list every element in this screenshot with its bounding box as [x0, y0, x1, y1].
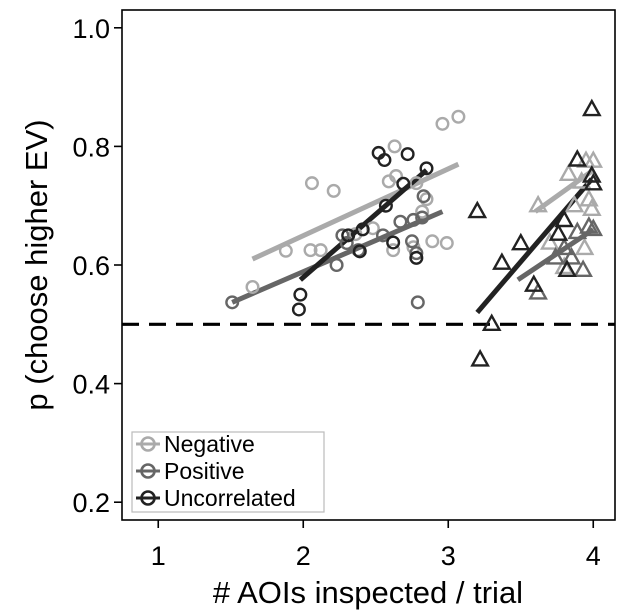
point-uncorrelated-circle-1 — [293, 287, 308, 302]
y-tick-label-3: 0.6 — [72, 251, 110, 281]
point-uncorrelated-triangle-6 — [523, 274, 544, 292]
point-uncorrelated-circle-7 — [377, 153, 392, 168]
point-positive-circle-7 — [405, 234, 420, 249]
y-axis-label: p (choose higher EV) — [19, 119, 54, 410]
legend-label-uncorrelated: Uncorrelated — [164, 485, 296, 511]
point-uncorrelated-circle-13 — [419, 161, 434, 176]
point-negative-triangle-11 — [581, 198, 602, 217]
point-positive-circle-11 — [406, 212, 421, 227]
point-negative-triangle-8 — [564, 194, 585, 213]
point-uncorrelated-circle-3 — [341, 228, 356, 243]
x-tick-label-4: 4 — [586, 541, 601, 571]
point-positive-circle-2 — [329, 258, 344, 273]
point-negative-circle-3 — [304, 176, 319, 191]
x-tick-label-3: 3 — [441, 541, 456, 571]
point-uncorrelated-triangle-7 — [548, 223, 569, 241]
point-uncorrelated-triangle-2 — [470, 348, 490, 367]
point-positive-circle-6 — [393, 214, 408, 229]
legend-item-negative: Negative — [136, 431, 255, 457]
point-positive-circle-13 — [335, 228, 350, 243]
point-positive-circle-5 — [376, 228, 391, 243]
point-uncorrelated-triangle-9 — [557, 259, 577, 277]
point-uncorrelated-circle-4 — [352, 244, 367, 259]
point-uncorrelated-triangle-12 — [581, 165, 602, 183]
legend-item-positive: Positive — [136, 458, 245, 484]
legend-marker-positive — [140, 463, 156, 479]
point-uncorrelated-triangle-3 — [481, 313, 502, 331]
legend-box — [131, 431, 325, 513]
point-uncorrelated-circle-10 — [396, 176, 411, 191]
ticks-layer: 1 2 3 4 0.2 0.4 0.6 0.8 1.0 — [72, 14, 600, 571]
point-uncorrelated-triangle-13 — [583, 172, 604, 191]
point-negative-circle-12 — [419, 192, 434, 207]
point-positive-triangle-3 — [554, 237, 575, 256]
point-uncorrelated-circle-11 — [400, 147, 415, 162]
point-negative-circle-1 — [245, 279, 260, 294]
y-tick-label-4: 0.8 — [72, 132, 110, 162]
points-layer — [225, 98, 604, 367]
point-negative-circle-5 — [303, 243, 318, 258]
point-positive-circle-12 — [416, 189, 431, 204]
fit-line-positive-1 — [231, 209, 444, 305]
point-positive-triangle-7 — [579, 216, 599, 234]
point-uncorrelated-circle-9 — [386, 235, 401, 250]
point-negative-circle-19 — [451, 109, 466, 124]
point-uncorrelated-circle-5 — [355, 222, 370, 237]
y-tick-label-1: 0.2 — [72, 488, 110, 518]
point-uncorrelated-circle-12 — [409, 250, 424, 265]
point-uncorrelated-triangle-1 — [467, 200, 488, 219]
point-negative-triangle-9 — [574, 237, 595, 256]
legend: Negative Positive Uncorrelated — [131, 431, 325, 513]
legend-label-negative: Negative — [164, 431, 255, 457]
point-negative-triangle-1 — [528, 194, 548, 213]
point-negative-circle-13 — [409, 176, 424, 191]
point-negative-circle-4 — [326, 183, 341, 198]
point-uncorrelated-circle-8 — [378, 198, 393, 213]
point-negative-circle-14 — [415, 204, 430, 219]
x-tick-label-1: 1 — [151, 541, 166, 571]
point-uncorrelated-triangle-5 — [510, 232, 531, 251]
point-uncorrelated-triangle-11 — [581, 98, 602, 117]
point-negative-circle-11 — [381, 174, 396, 189]
fit-line-negative-1 — [251, 161, 460, 262]
point-negative-circle-18 — [435, 116, 450, 131]
point-negative-circle-2 — [278, 243, 293, 258]
legend-item-uncorrelated: Uncorrelated — [136, 485, 296, 511]
point-uncorrelated-circle-2 — [291, 302, 306, 317]
point-negative-circle-16 — [425, 234, 440, 249]
point-uncorrelated-triangle-10 — [567, 149, 588, 167]
point-positive-triangle-8 — [583, 218, 604, 237]
point-negative-circle-6 — [313, 243, 328, 258]
point-negative-circle-9 — [387, 139, 402, 154]
point-positive-circle-1 — [225, 295, 240, 310]
point-positive-triangle-2 — [545, 246, 566, 265]
legend-marker-uncorrelated — [140, 490, 156, 506]
y-tick-label-5: 1.0 — [72, 14, 110, 44]
point-negative-triangle-5 — [583, 150, 604, 168]
point-positive-triangle-4 — [561, 246, 582, 265]
point-negative-circle-20 — [439, 236, 454, 251]
point-negative-circle-17 — [386, 243, 401, 258]
point-positive-circle-9 — [415, 210, 430, 225]
legend-label-positive: Positive — [164, 458, 245, 484]
point-uncorrelated-triangle-8 — [554, 209, 575, 228]
point-negative-circle-8 — [365, 221, 380, 236]
point-negative-triangle-3 — [539, 232, 560, 250]
point-positive-circle-10 — [410, 295, 425, 310]
legend-marker-negative — [140, 436, 156, 452]
x-tick-label-2: 2 — [296, 541, 311, 571]
point-positive-triangle-6 — [573, 259, 593, 277]
point-uncorrelated-triangle-4 — [492, 252, 512, 270]
x-axis-label: # AOIs inspected / trial — [213, 575, 523, 610]
point-positive-circle-8 — [409, 246, 424, 261]
y-tick-label-2: 0.4 — [72, 370, 110, 400]
point-negative-triangle-2 — [558, 163, 579, 182]
